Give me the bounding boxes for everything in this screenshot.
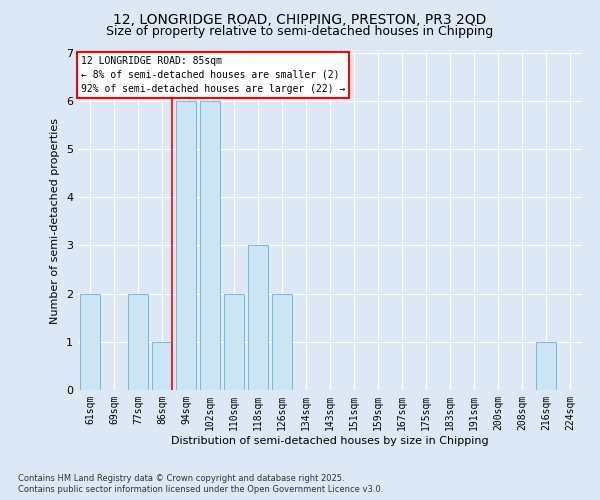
Text: 12, LONGRIDGE ROAD, CHIPPING, PRESTON, PR3 2QD: 12, LONGRIDGE ROAD, CHIPPING, PRESTON, P… [113, 12, 487, 26]
Bar [152, 342, 172, 390]
Bar [536, 342, 556, 390]
Bar [224, 294, 244, 390]
Y-axis label: Number of semi-detached properties: Number of semi-detached properties [50, 118, 61, 324]
Bar [200, 100, 220, 390]
Bar [272, 294, 292, 390]
X-axis label: Distribution of semi-detached houses by size in Chipping: Distribution of semi-detached houses by … [171, 436, 489, 446]
Bar [128, 294, 148, 390]
Bar [176, 100, 196, 390]
Text: Size of property relative to semi-detached houses in Chipping: Size of property relative to semi-detach… [106, 25, 494, 38]
Text: 12 LONGRIDGE ROAD: 85sqm
← 8% of semi-detached houses are smaller (2)
92% of sem: 12 LONGRIDGE ROAD: 85sqm ← 8% of semi-de… [80, 56, 345, 94]
Bar [80, 294, 100, 390]
Text: Contains HM Land Registry data © Crown copyright and database right 2025.
Contai: Contains HM Land Registry data © Crown c… [18, 474, 383, 494]
Bar [248, 246, 268, 390]
